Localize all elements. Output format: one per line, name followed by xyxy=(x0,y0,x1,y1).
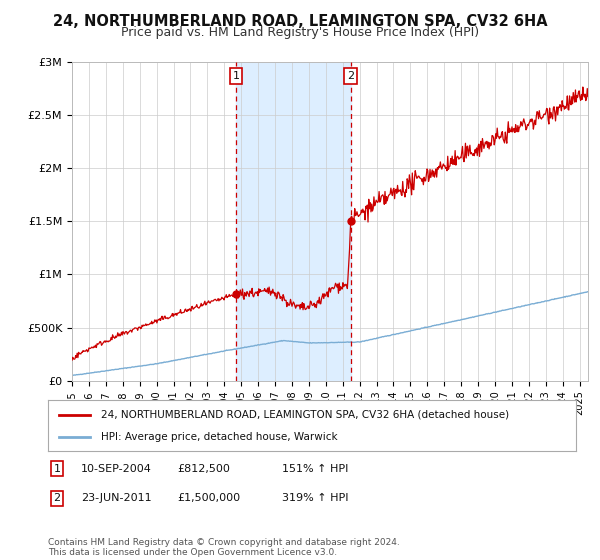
Text: 151% ↑ HPI: 151% ↑ HPI xyxy=(282,464,349,474)
Text: £812,500: £812,500 xyxy=(177,464,230,474)
Text: £1,500,000: £1,500,000 xyxy=(177,493,240,503)
Text: 1: 1 xyxy=(232,71,239,81)
Text: 24, NORTHUMBERLAND ROAD, LEAMINGTON SPA, CV32 6HA: 24, NORTHUMBERLAND ROAD, LEAMINGTON SPA,… xyxy=(53,14,547,29)
Text: HPI: Average price, detached house, Warwick: HPI: Average price, detached house, Warw… xyxy=(101,432,337,442)
Text: 319% ↑ HPI: 319% ↑ HPI xyxy=(282,493,349,503)
Text: 2: 2 xyxy=(53,493,61,503)
Text: 1: 1 xyxy=(53,464,61,474)
Text: Price paid vs. HM Land Registry's House Price Index (HPI): Price paid vs. HM Land Registry's House … xyxy=(121,26,479,39)
Text: 24, NORTHUMBERLAND ROAD, LEAMINGTON SPA, CV32 6HA (detached house): 24, NORTHUMBERLAND ROAD, LEAMINGTON SPA,… xyxy=(101,409,509,419)
Bar xyxy=(236,62,350,381)
Text: 2: 2 xyxy=(347,71,354,81)
Text: Contains HM Land Registry data © Crown copyright and database right 2024.
This d: Contains HM Land Registry data © Crown c… xyxy=(48,538,400,557)
Text: 10-SEP-2004: 10-SEP-2004 xyxy=(81,464,152,474)
Text: 23-JUN-2011: 23-JUN-2011 xyxy=(81,493,152,503)
